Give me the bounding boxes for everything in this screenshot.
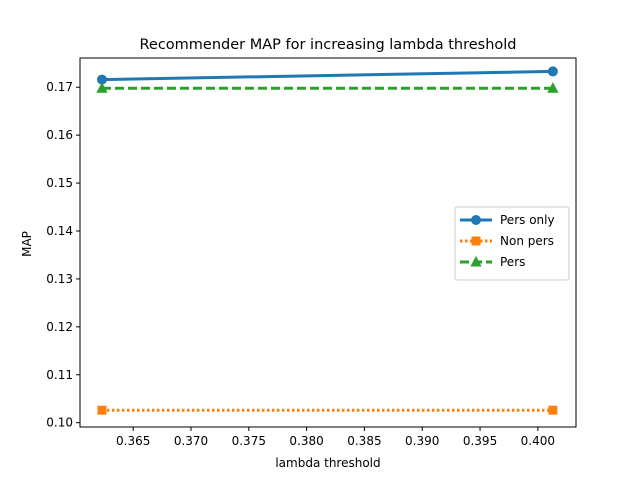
legend-marker-pers-only	[471, 215, 481, 225]
y-tick-label: 0.14	[46, 224, 73, 238]
data-point-pers-only	[547, 66, 558, 77]
legend-label-pers: Pers	[500, 255, 525, 269]
x-tick-label: 0.370	[174, 434, 208, 448]
legend-label-non-pers: Non pers	[500, 234, 554, 248]
data-point-pers	[547, 82, 559, 93]
y-tick-label: 0.11	[46, 368, 73, 382]
y-tick-label: 0.16	[46, 128, 73, 142]
data-point-pers	[96, 82, 108, 93]
x-axis-ticks: 0.365 0.370 0.375 0.380 0.385 0.390 0.395 0.400	[116, 427, 555, 448]
legend-marker-non-pers	[471, 236, 481, 246]
data-point-non-pers	[548, 405, 558, 415]
y-tick-label: 0.12	[46, 320, 73, 334]
data-point-non-pers	[97, 405, 107, 415]
series-layer	[96, 66, 559, 415]
y-axis-ticks: 0.10 0.11 0.12 0.13 0.14 0.15 0.16 0.17	[46, 80, 80, 430]
x-tick-label: 0.365	[116, 434, 150, 448]
x-tick-label: 0.385	[347, 434, 381, 448]
legend: Pers only Non pers Pers	[454, 206, 570, 281]
y-tick-label: 0.13	[46, 272, 73, 286]
x-tick-label: 0.380	[289, 434, 323, 448]
x-tick-label: 0.400	[521, 434, 555, 448]
x-tick-label: 0.395	[463, 434, 497, 448]
x-tick-label: 0.375	[232, 434, 266, 448]
series-line-pers-only	[101, 69, 553, 82]
legend-marker-pers	[470, 255, 482, 267]
legend-label-pers-only: Pers only	[500, 213, 555, 227]
y-axis-label: MAP	[20, 231, 34, 257]
x-axis-label: lambda threshold	[275, 456, 380, 470]
y-tick-label: 0.10	[46, 416, 73, 430]
y-tick-label: 0.17	[46, 80, 73, 94]
chart-title: Recommender MAP for increasing lambda th…	[139, 37, 516, 53]
legend-box	[454, 206, 570, 281]
y-tick-label: 0.15	[46, 176, 73, 190]
x-tick-label: 0.390	[405, 434, 439, 448]
